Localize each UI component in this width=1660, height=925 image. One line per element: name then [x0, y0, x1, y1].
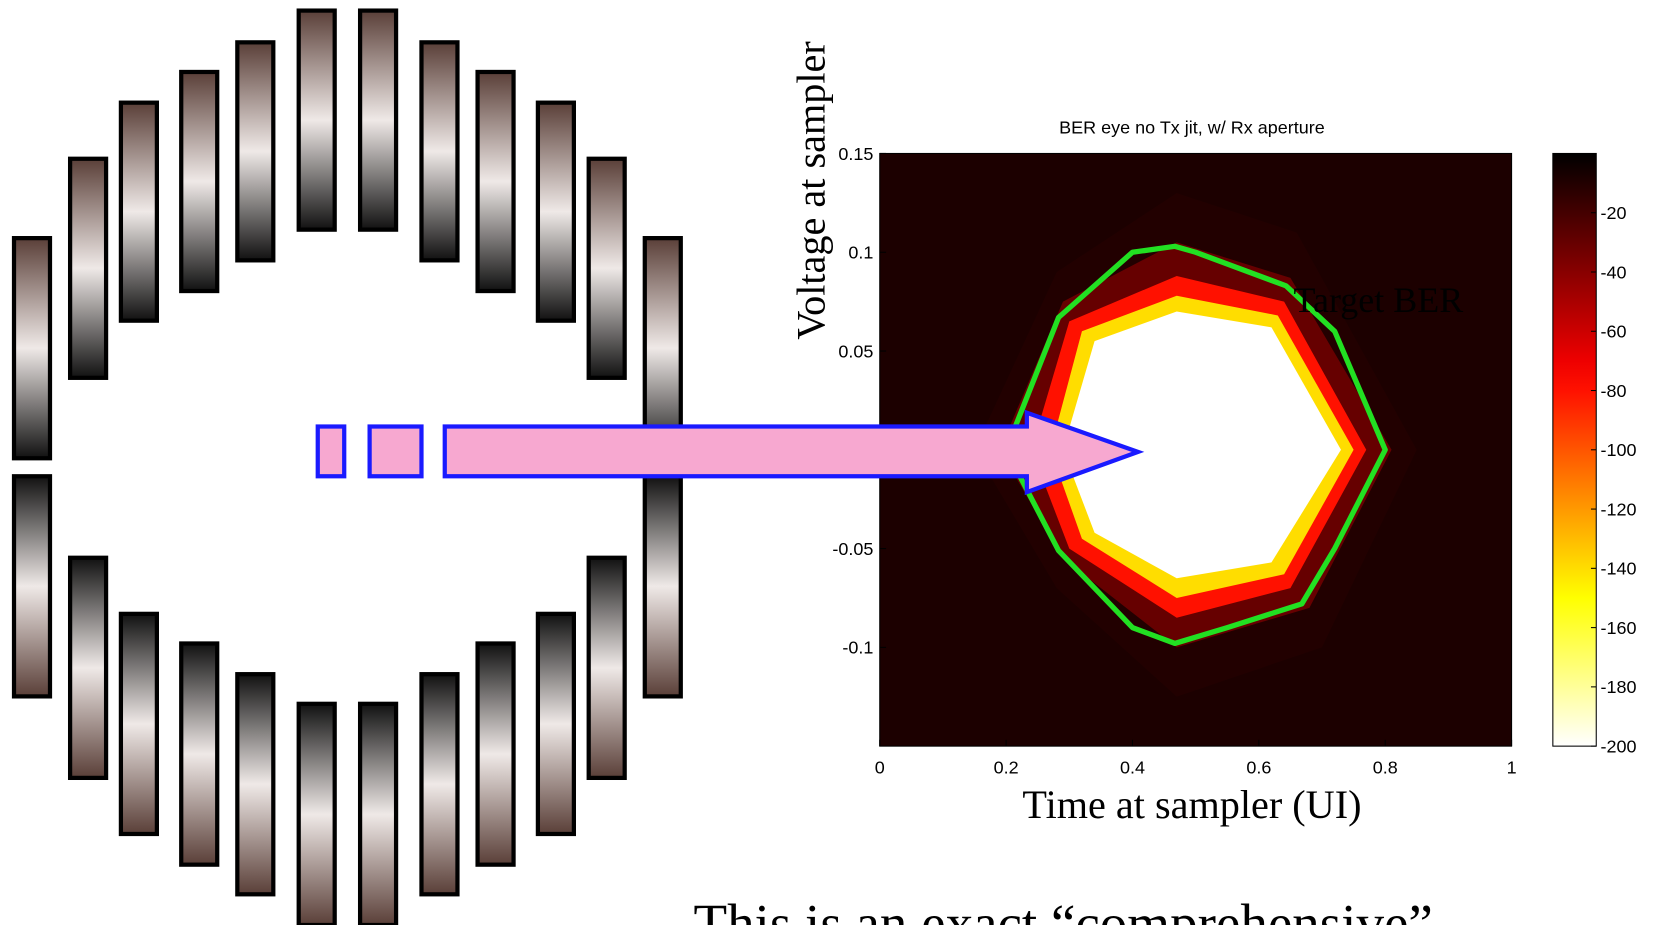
colorbar-tick-label: -40 — [1600, 262, 1626, 282]
colorbar — [1552, 152, 1597, 747]
ring-bar — [118, 100, 160, 323]
ring-bar — [535, 611, 576, 837]
x-tick-label: 0.4 — [1120, 758, 1145, 778]
contour-fill — [1062, 311, 1341, 579]
colorbar-tick-label: -60 — [1600, 322, 1626, 342]
y-tick-label: -0.1 — [842, 638, 873, 658]
colorbar-tick-label: -140 — [1600, 559, 1636, 579]
x-tick-label: 0.6 — [1246, 758, 1271, 778]
plot: 0 0.2 0.4 0.6 0.8 1 -0.1 -0.05 0.05 0.1 0.15 -20 -40… — [832, 144, 1636, 778]
colorbar-tick-label: -80 — [1600, 381, 1626, 401]
colorbar-tick-label: -100 — [1600, 440, 1636, 460]
ring-bar — [179, 69, 220, 294]
ring-bar — [11, 474, 53, 699]
x-tick-label: 1 — [1507, 758, 1517, 778]
ring-bar — [419, 40, 460, 263]
target-contour — [1003, 243, 1388, 647]
ring-bar — [296, 701, 337, 925]
y-tick-label: 0.15 — [838, 144, 873, 164]
ring-bar — [475, 641, 516, 867]
y-tick-label: 0.05 — [838, 341, 873, 361]
ring-bar — [118, 611, 160, 837]
caption: This is an exact “comprehensive” — [693, 893, 1432, 925]
colorbar-tick-label: -200 — [1600, 736, 1636, 756]
ring-bar — [357, 701, 399, 925]
colorbar-tick-label: -120 — [1600, 499, 1636, 519]
x-tick-label: 0.8 — [1373, 758, 1398, 778]
ring-bar — [535, 100, 576, 323]
ring-bar — [419, 672, 460, 897]
chart-title: BER eye no Tx jit, w/ Rx aperture — [1059, 117, 1325, 137]
ring-bar — [586, 555, 627, 781]
contour-annotation: Target BER — [1294, 280, 1464, 320]
ring-bar — [235, 40, 276, 263]
ring-bar — [67, 555, 109, 781]
x-axis-label: Time at sampler (UI) — [1022, 782, 1361, 827]
ring-bar — [296, 8, 337, 232]
ring-bar — [357, 8, 399, 232]
arrow-body — [442, 409, 1145, 496]
colorbar-tick-label: -160 — [1600, 618, 1636, 638]
arrow-dash — [367, 424, 424, 479]
colorbar-tick-label: -180 — [1600, 677, 1636, 697]
ring-bar — [586, 156, 627, 380]
ring-bar — [475, 69, 516, 294]
arrow — [315, 409, 1145, 496]
ring-bar — [642, 474, 683, 699]
y-axis-label: Voltage at sampler — [789, 41, 834, 340]
x-tick-label: 0 — [875, 758, 885, 778]
y-tick-label: 0.1 — [848, 243, 873, 263]
colorbar-tick-label: -20 — [1600, 203, 1626, 223]
ring-bar — [11, 236, 53, 461]
ring-bar — [179, 641, 220, 867]
x-tick-label: 0.2 — [994, 758, 1019, 778]
ring-bar — [235, 672, 276, 897]
y-tick-label: -0.05 — [832, 539, 873, 559]
arrow-dash — [315, 424, 347, 479]
bar-ring — [11, 8, 683, 925]
ring-bar — [642, 236, 683, 461]
ring-bar — [67, 156, 109, 380]
